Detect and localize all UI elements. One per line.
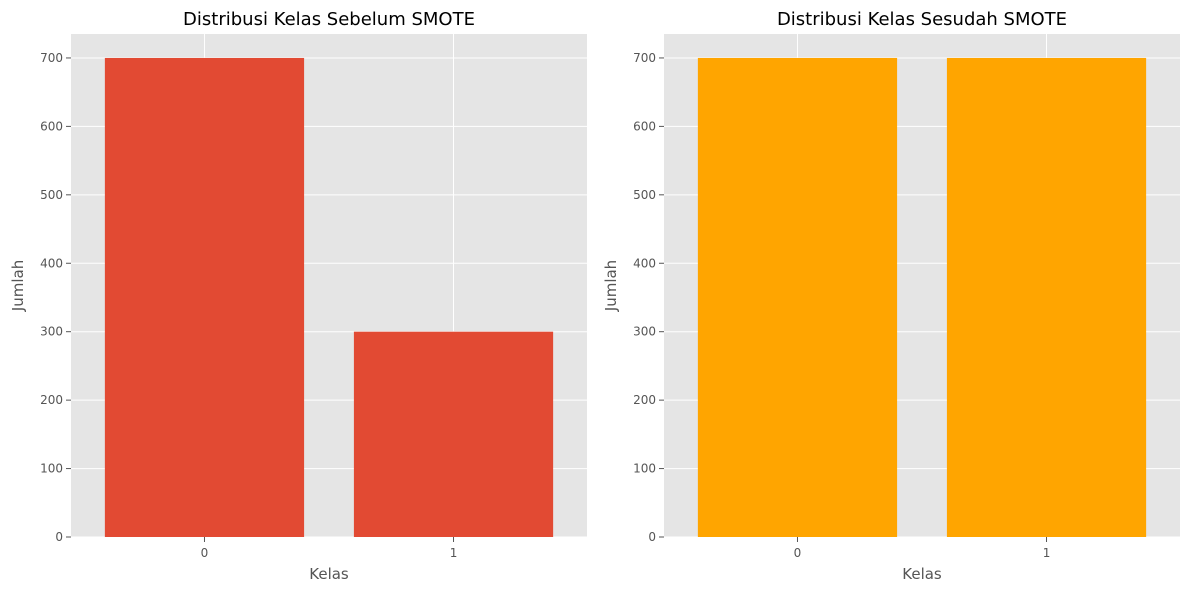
x-tick-label: 1 — [1043, 546, 1051, 560]
ticks: 0 100 200 300 400 500 600 700 0 1 — [40, 51, 457, 560]
x-axis-label: Kelas — [309, 565, 349, 583]
y-tick-label: 700 — [633, 51, 656, 65]
y-tick-label: 100 — [40, 462, 63, 476]
x-tick-label: 0 — [201, 546, 209, 560]
y-axis-label: Jumlah — [9, 260, 27, 312]
y-tick-label: 200 — [633, 393, 656, 407]
bars — [697, 57, 1147, 537]
bar-kelas-1 — [353, 331, 554, 537]
y-tick-label: 100 — [633, 462, 656, 476]
y-tick-label: 400 — [633, 256, 656, 270]
chart-before-smote: 0 100 200 300 400 500 600 700 0 1 Distribusi Kela… — [9, 9, 587, 583]
y-tick-label: 0 — [648, 530, 656, 544]
x-tick-label: 0 — [794, 546, 802, 560]
bar-kelas-0 — [104, 57, 305, 537]
y-tick-label: 500 — [633, 188, 656, 202]
y-tick-label: 200 — [40, 393, 63, 407]
bar-kelas-0 — [697, 57, 898, 537]
chart-title: Distribusi Kelas Sebelum SMOTE — [183, 9, 475, 30]
bars — [104, 57, 554, 537]
y-tick-label: 400 — [40, 256, 63, 270]
chart-after-smote: 0 100 200 300 400 500 600 700 0 1 Distribusi Kela… — [602, 9, 1180, 583]
y-tick-label: 500 — [40, 188, 63, 202]
y-tick-label: 0 — [55, 530, 63, 544]
chart-title: Distribusi Kelas Sesudah SMOTE — [777, 9, 1067, 30]
y-tick-label: 600 — [633, 119, 656, 133]
y-tick-label: 700 — [40, 51, 63, 65]
y-tick-label: 300 — [633, 325, 656, 339]
y-axis-label: Jumlah — [602, 260, 620, 312]
y-tick-label: 600 — [40, 119, 63, 133]
bar-kelas-1 — [946, 57, 1147, 537]
x-axis-label: Kelas — [902, 565, 942, 583]
ticks: 0 100 200 300 400 500 600 700 0 1 — [633, 51, 1050, 560]
x-tick-label: 1 — [450, 546, 458, 560]
y-tick-label: 300 — [40, 325, 63, 339]
